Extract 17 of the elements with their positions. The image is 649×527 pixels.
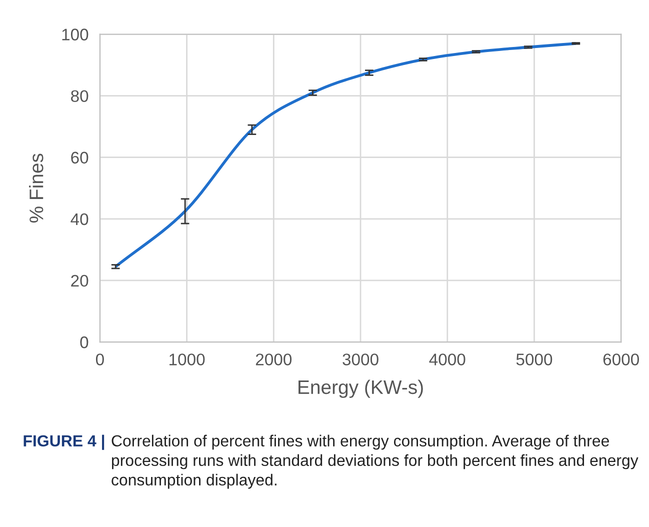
x-tick-label: 0 [96, 354, 104, 366]
y-tick-label: 40 [70, 213, 88, 226]
y-tick-label: 0 [80, 336, 88, 348]
x-tick-label: 4000 [429, 354, 466, 366]
y-axis-title: % Fines [29, 154, 44, 223]
x-tick-label: 3000 [342, 354, 378, 366]
y-tick-label: 20 [71, 274, 88, 287]
x-tick-label: 1000 [170, 354, 205, 366]
x-tick-label: 5000 [516, 354, 552, 366]
text: Correlation of percent fines with energy consumption. Average of three processing runs with standard deviations for both percent fines and energy consumption displayed. [112, 434, 638, 489]
x-tick-label: 6000 [603, 354, 639, 366]
y-tick-label: 100 [62, 28, 88, 40]
y-tick-label: 80 [71, 90, 88, 102]
caption: FIGURE 4 | [24, 434, 104, 450]
x-tick-label: 2000 [256, 354, 292, 366]
x-axis-title: Energy (KW-s) [298, 380, 423, 398]
y-tick-label: 60 [71, 152, 88, 164]
